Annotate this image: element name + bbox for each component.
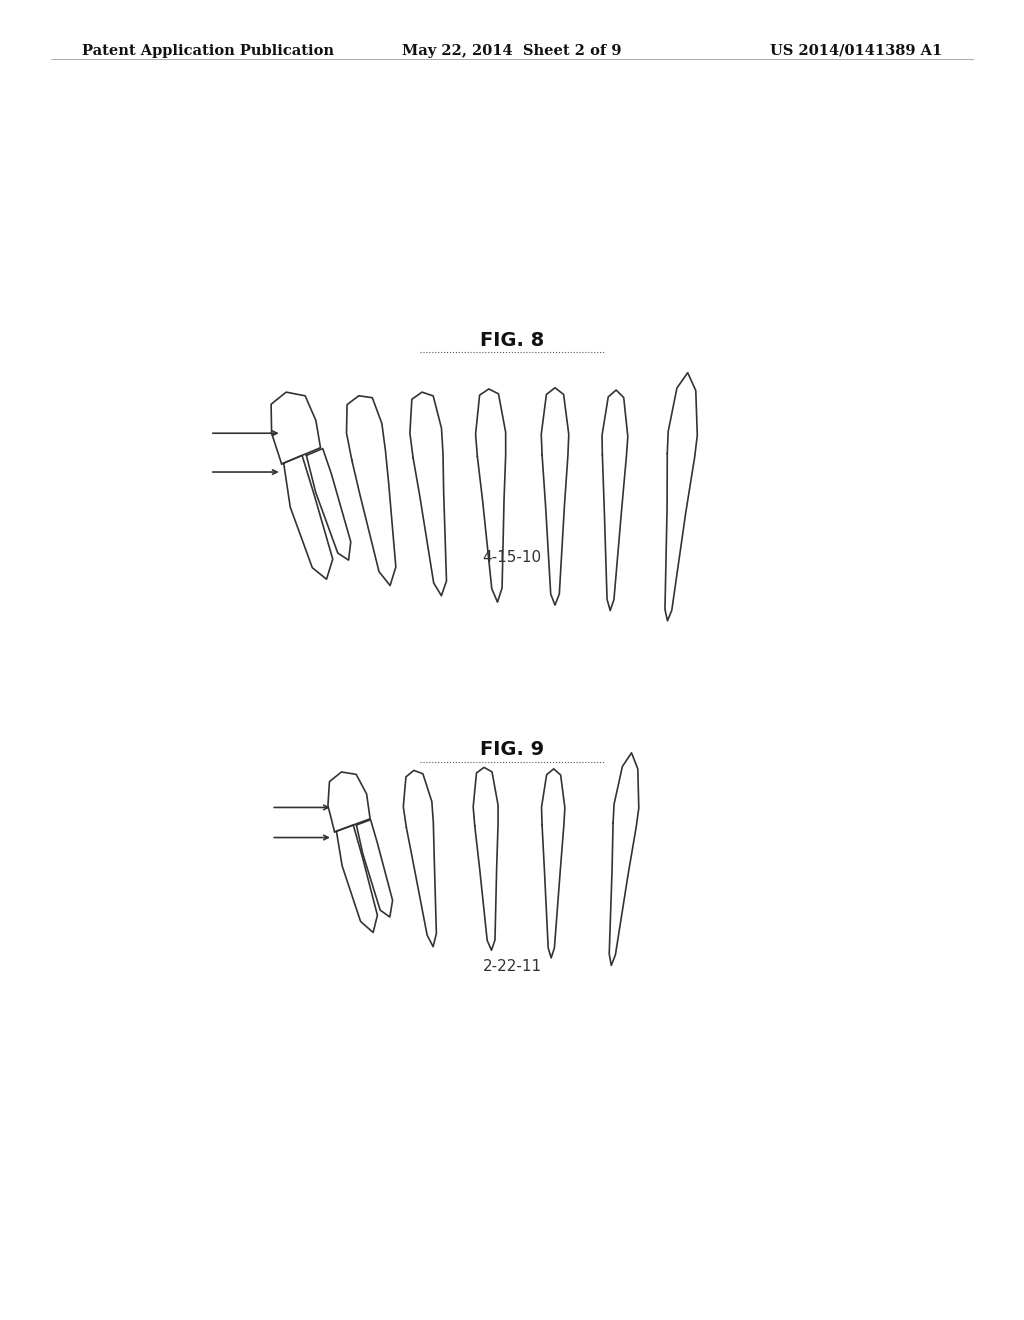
Text: 2-22-11: 2-22-11 (482, 958, 542, 974)
Text: May 22, 2014  Sheet 2 of 9: May 22, 2014 Sheet 2 of 9 (402, 44, 622, 58)
Text: FIG. 8: FIG. 8 (480, 331, 544, 350)
Text: Patent Application Publication: Patent Application Publication (82, 44, 334, 58)
Text: 4-15-10: 4-15-10 (482, 549, 542, 565)
Text: US 2014/0141389 A1: US 2014/0141389 A1 (770, 44, 942, 58)
Text: FIG. 9: FIG. 9 (480, 741, 544, 759)
